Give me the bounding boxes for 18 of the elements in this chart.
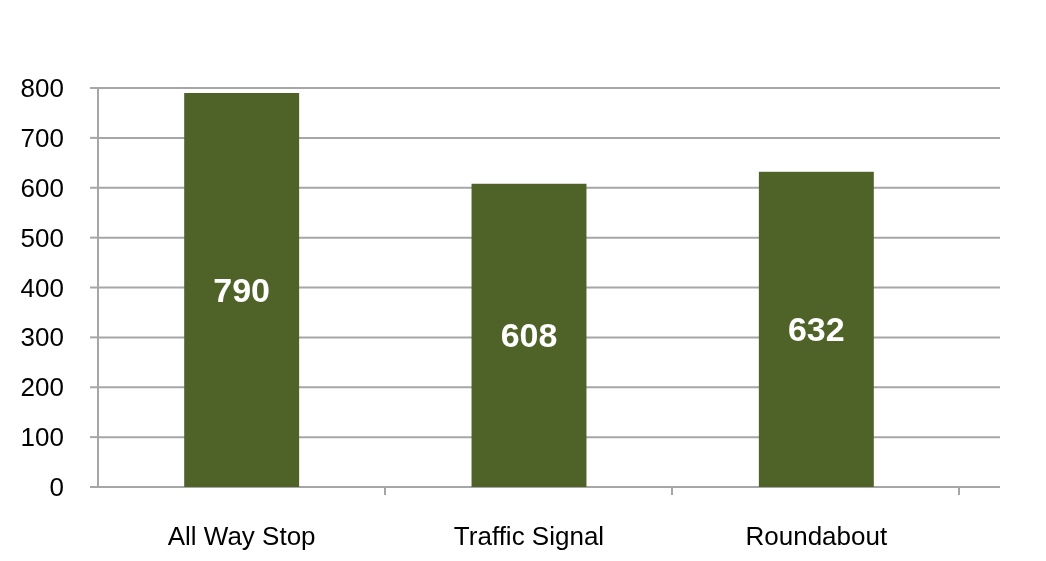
- y-tick-label: 0: [49, 472, 64, 503]
- y-tick-label: 200: [20, 372, 64, 403]
- y-tick-label: 600: [20, 172, 64, 203]
- x-tick-label: Roundabout: [745, 521, 888, 551]
- y-tick-label: 300: [20, 322, 64, 353]
- data-label: 632: [787, 310, 845, 349]
- x-tick-label: All Way Stop: [167, 521, 316, 551]
- y-tick-label: 500: [20, 222, 64, 253]
- bar: [471, 183, 587, 487]
- data-label: 790: [213, 270, 271, 309]
- x-tick-label: Traffic Signal: [453, 521, 605, 551]
- y-tick-label: 100: [20, 422, 64, 453]
- data-label: 608: [500, 316, 558, 355]
- y-tick-label: 800: [20, 73, 64, 104]
- y-tick-label: 400: [20, 272, 64, 303]
- bar: [184, 92, 300, 487]
- bar: [758, 171, 874, 487]
- y-tick-label: 700: [20, 122, 64, 153]
